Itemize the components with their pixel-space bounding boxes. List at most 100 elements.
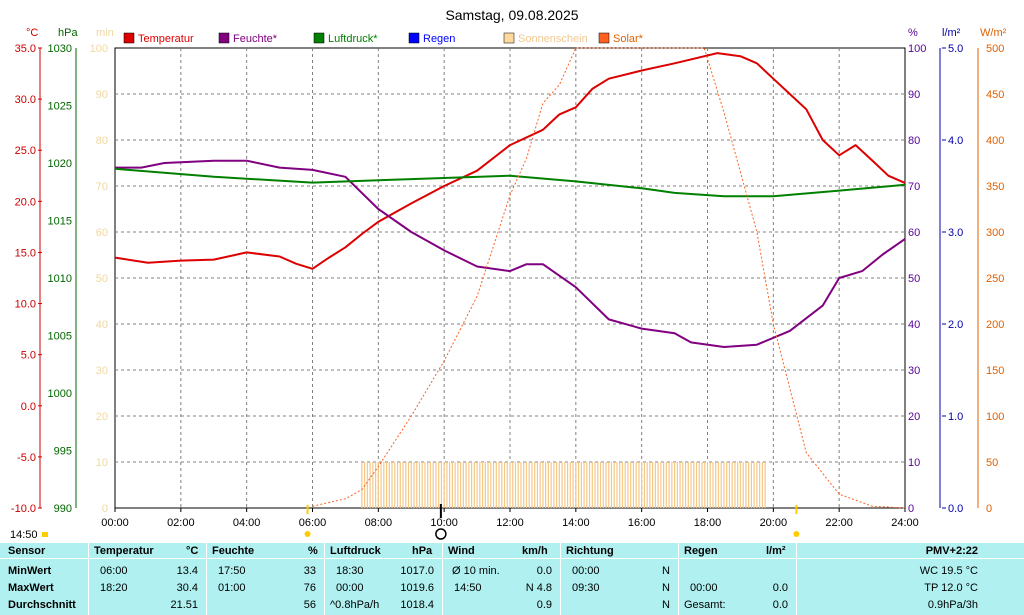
sensor-header: Sensor xyxy=(8,545,46,557)
axis-tick-hpa: 1015 xyxy=(48,216,72,228)
wind-avg-value: 0.0 xyxy=(536,565,552,577)
axis-tick-rain: 2.0 xyxy=(948,319,963,331)
axis-tick-rain: 4.0 xyxy=(948,135,963,147)
axis-tick-wm2: 400 xyxy=(986,135,1004,147)
temp-avg-value: 21.51 xyxy=(170,599,198,611)
luftdruck-unit: hPa xyxy=(412,545,433,557)
axis-tick-temp: -5.0 xyxy=(17,452,36,464)
axis-unit-wm2: W/m² xyxy=(980,27,1007,39)
axis-tick-temp: 15.0 xyxy=(15,247,36,259)
axis-tick-pct: 80 xyxy=(908,135,920,147)
axis-tick-wm2: 0 xyxy=(986,503,992,515)
axis-tick-temp: 35.0 xyxy=(15,43,36,55)
regen-unit: l/m² xyxy=(766,545,786,557)
axis-tick-hpa: 1005 xyxy=(48,331,72,343)
axis-tick-min: 80 xyxy=(96,135,108,147)
axis-tick-hpa: 1000 xyxy=(48,388,72,400)
feuchte-min-time: 17:50 xyxy=(218,565,246,577)
axis-tick-pct: 60 xyxy=(908,227,920,239)
axis-tick-temp: 30.0 xyxy=(15,94,36,106)
pmv-header: PMV+2:22 xyxy=(925,545,978,557)
axis-tick-wm2: 100 xyxy=(986,411,1004,423)
axis-tick-hpa: 1025 xyxy=(48,101,72,113)
regen-header: Regen xyxy=(684,545,718,557)
x-tick-label: 04:00 xyxy=(233,517,261,529)
luftdruck-min-time: 18:30 xyxy=(336,565,364,577)
axis-tick-wm2: 450 xyxy=(986,89,1004,101)
luftdruck-max-time: 00:00 xyxy=(336,582,364,594)
axis-tick-min: 90 xyxy=(96,89,108,101)
wind-avg-label: Ø 10 min. xyxy=(452,565,500,577)
axis-tick-pct: 10 xyxy=(908,457,920,469)
legend-swatch xyxy=(218,32,230,44)
wind-gust-time: 14:50 xyxy=(454,582,482,594)
feuchte-max-time: 01:00 xyxy=(218,582,246,594)
legend-swatch xyxy=(123,32,135,44)
x-tick-label: 10:00 xyxy=(430,517,458,529)
axis-tick-pct: 100 xyxy=(908,43,926,55)
x-tick-label: 16:00 xyxy=(628,517,656,529)
chart-title: Samstag, 09.08.2025 xyxy=(445,7,578,23)
x-tick-label: 00:00 xyxy=(101,517,129,529)
legend-label: Feuchte* xyxy=(233,33,278,45)
start-time-label: 14:50 xyxy=(10,529,38,541)
axis-tick-wm2: 150 xyxy=(986,365,1004,377)
axis-tick-wm2: 250 xyxy=(986,273,1004,285)
axis-tick-pct: 40 xyxy=(908,319,920,331)
axis-tick-wm2: 200 xyxy=(986,319,1004,331)
axis-tick-min: 60 xyxy=(96,227,108,239)
sunrise-marker-dot xyxy=(304,531,311,537)
richtung-dir-3: N xyxy=(662,599,670,611)
axis-tick-pct: 20 xyxy=(908,411,920,423)
axis-tick-rain: 5.0 xyxy=(948,43,963,55)
regen-time: 00:00 xyxy=(690,582,718,594)
x-tick-label: 22:00 xyxy=(825,517,853,529)
richtung-time-2: 09:30 xyxy=(572,582,600,594)
axis-tick-min: 40 xyxy=(96,319,108,331)
stats-table: Sensor MinWert MaxWert Durchschnitt Temp… xyxy=(0,543,1024,615)
richtung-header: Richtung xyxy=(566,545,614,557)
axis-unit-pct: % xyxy=(908,27,918,39)
feuchte-unit: % xyxy=(308,545,318,557)
axis-tick-min: 50 xyxy=(96,273,108,285)
axis-unit-rain: l/m² xyxy=(942,27,961,39)
x-tick-label: 08:00 xyxy=(365,517,393,529)
axis-tick-rain: 3.0 xyxy=(948,227,963,239)
axis-tick-wm2: 500 xyxy=(986,43,1004,55)
luftdruck-trend: ^0.8hPa/h xyxy=(330,599,380,611)
series-line-feuchte xyxy=(115,159,906,348)
feuchte-header: Feuchte xyxy=(212,545,255,557)
luftdruck-header: Luftdruck xyxy=(330,545,381,557)
temp-unit: °C xyxy=(186,545,199,557)
row-durchschnitt: Durchschnitt xyxy=(8,599,76,611)
axis-tick-min: 30 xyxy=(96,365,108,377)
axis-tick-pct: 0 xyxy=(908,503,914,515)
richtung-dir-2: N xyxy=(662,582,670,594)
now-marker-circle xyxy=(435,528,447,540)
feuchte-avg-value: 56 xyxy=(303,599,316,611)
axis-tick-hpa: 1010 xyxy=(48,273,72,285)
axis-tick-rain: 0.0 xyxy=(948,503,963,515)
x-tick-label: 12:00 xyxy=(496,517,524,529)
temp-header: Temperatur xyxy=(94,545,154,557)
sunset-marker-dot xyxy=(793,531,800,537)
x-tick-label: 02:00 xyxy=(167,517,195,529)
axis-tick-hpa: 995 xyxy=(54,446,72,458)
wind-unit: km/h xyxy=(522,545,548,557)
axis-unit-min: min xyxy=(96,27,114,39)
legend-swatch xyxy=(313,32,325,44)
x-tick-label: 06:00 xyxy=(299,517,327,529)
axis-tick-pct: 90 xyxy=(908,89,920,101)
luftdruck-max-value: 1019.6 xyxy=(400,582,434,594)
axis-unit-hpa: hPa xyxy=(58,27,78,39)
temp-min-value: 13.4 xyxy=(176,565,198,577)
regen-total-value: 0.0 xyxy=(772,599,788,611)
axis-tick-temp: -10.0 xyxy=(11,503,36,515)
start-time-marker xyxy=(42,532,48,537)
legend-label: Solar* xyxy=(613,33,644,45)
axis-tick-pct: 30 xyxy=(908,365,920,377)
axis-tick-temp: 10.0 xyxy=(15,299,36,311)
weather-chart: Samstag, 09.08.2025 35.0 30.0 25.0 20.0 15.0 1… xyxy=(10,7,1007,541)
axis-tick-wm2: 300 xyxy=(986,227,1004,239)
wind-gust-value: N 4.8 xyxy=(525,582,552,594)
